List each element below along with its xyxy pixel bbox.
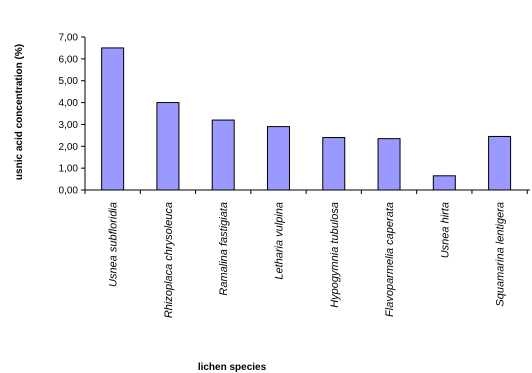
bar (432, 175, 456, 191)
bar (266, 126, 290, 191)
y-axis-title: usnic acid concentration (%) (14, 44, 25, 180)
y-tick-label: 7,00 (59, 33, 79, 44)
x-tick-label: Ramalina fastigiata (218, 202, 230, 296)
x-tick-label: Flavoparmelia caperata (384, 202, 396, 317)
bar (322, 137, 346, 191)
bar (211, 119, 235, 191)
y-tick-label: 2,00 (59, 142, 79, 153)
x-tick-label: Hypogymnia tubulosa (329, 202, 341, 308)
bar (488, 135, 512, 191)
plot-area: 0,00 1,00 2,00 3,00 4,00 5,00 6,00 7,00 Usnea su… (59, 33, 530, 318)
y-tick-label: 6,00 (59, 54, 79, 65)
x-axis-title: lichen species (198, 362, 267, 373)
bar (101, 47, 125, 191)
y-tick-label: 0,00 (59, 186, 79, 197)
y-tick-label: 3,00 (59, 120, 79, 131)
y-tick-label: 5,00 (59, 76, 79, 87)
x-tick-label: Usnea subfloridia (108, 202, 120, 287)
x-tick-label: Rhizoplaca chrysoleuca (163, 202, 175, 318)
bar (156, 102, 180, 191)
y-tick-label: 1,00 (59, 164, 79, 175)
x-tick-label: Letharia vulpina (273, 202, 285, 280)
y-tick-label: 4,00 (59, 98, 79, 109)
bar (377, 138, 401, 191)
x-tick-label: Squamarina lentigera (495, 202, 507, 307)
x-tick-label: Usnea hirta (439, 202, 451, 258)
